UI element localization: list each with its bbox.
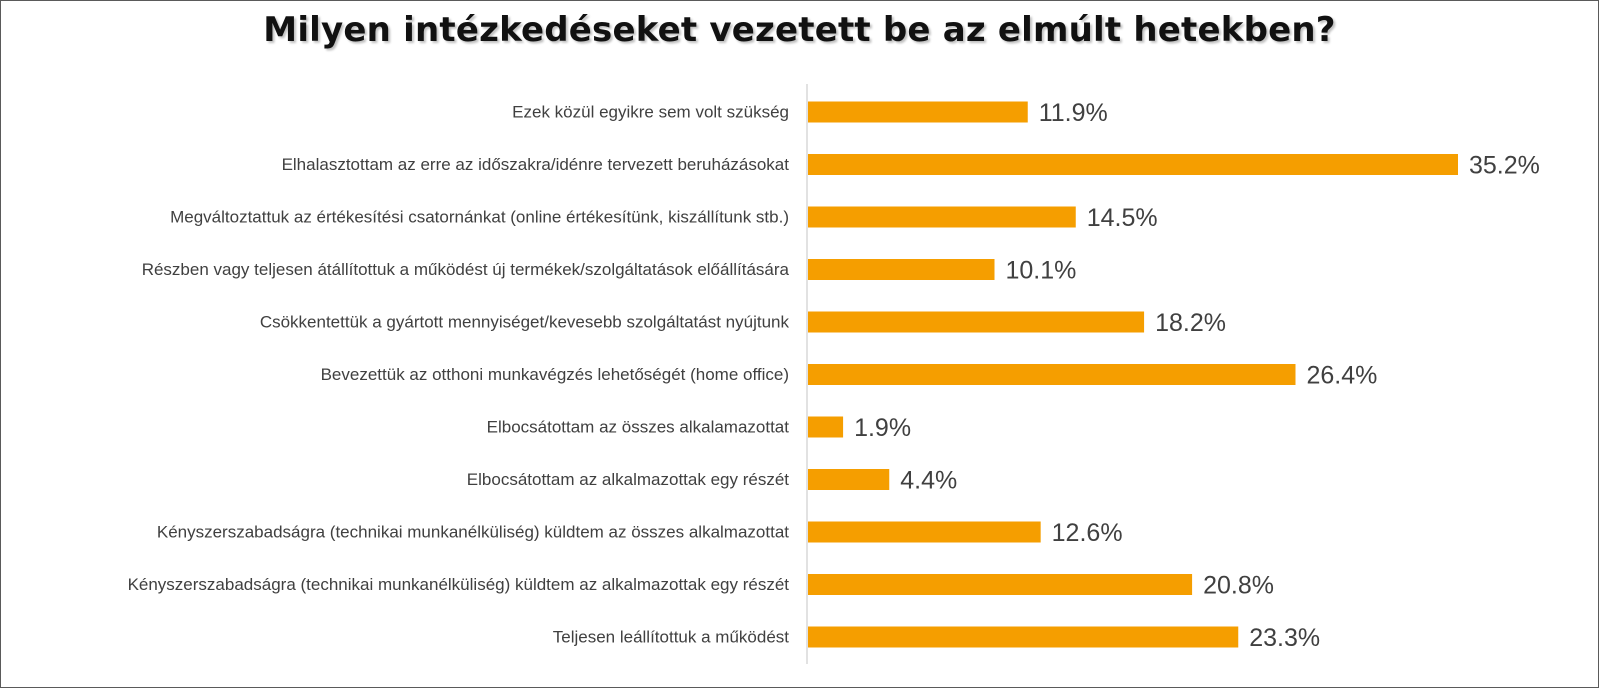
bar-row: Ezek közül egyikre sem volt szükség 11.9% bbox=[512, 99, 1108, 127]
data-label: 23.3% bbox=[1249, 624, 1320, 652]
bar-row: Kényszerszabadságra (technikai munkanélk… bbox=[128, 572, 1274, 600]
bars-group: Ezek közül egyikre sem volt szükség 11.9%… bbox=[128, 99, 1540, 652]
bar bbox=[808, 469, 890, 490]
data-label: 26.4% bbox=[1307, 362, 1378, 390]
data-label: 1.9% bbox=[854, 414, 911, 442]
bar-row: Kényszerszabadságra (technikai munkanélk… bbox=[157, 519, 1123, 547]
data-label: 11.9% bbox=[1039, 99, 1108, 127]
bar-row: Teljesen leállítottuk a működést 23.3% bbox=[553, 624, 1320, 652]
category-label: Elhalasztottam az erre az időszakra/idén… bbox=[282, 155, 790, 174]
bar-row: Elbocsátottam az alkalmazottak egy részé… bbox=[467, 467, 957, 495]
data-label: 12.6% bbox=[1052, 519, 1123, 547]
bar bbox=[808, 154, 1458, 175]
data-label: 35.2% bbox=[1469, 152, 1540, 180]
category-label: Kényszerszabadságra (technikai munkanélk… bbox=[128, 575, 790, 594]
bar-row: Részben vagy teljesen átállítottuk a műk… bbox=[142, 257, 1077, 285]
data-label: 18.2% bbox=[1155, 309, 1226, 337]
bar-row: Elhalasztottam az erre az időszakra/idén… bbox=[282, 152, 1540, 180]
bar bbox=[808, 521, 1041, 543]
data-label: 4.4% bbox=[900, 467, 957, 495]
bar-row: Megváltoztattuk az értékesítési csatorná… bbox=[170, 204, 1158, 232]
category-label: Csökkentettük a gyártott mennyiséget/kev… bbox=[260, 313, 790, 332]
bar bbox=[808, 364, 1296, 385]
bar bbox=[808, 101, 1028, 123]
data-label: 20.8% bbox=[1203, 572, 1274, 600]
category-label: Elbocsátottam az alkalmazottak egy részé… bbox=[467, 470, 789, 489]
bar bbox=[808, 206, 1076, 228]
data-label: 10.1% bbox=[1006, 257, 1077, 285]
category-label: Kényszerszabadságra (technikai munkanélk… bbox=[157, 523, 789, 542]
bar bbox=[808, 416, 844, 438]
bar bbox=[808, 626, 1239, 648]
bar bbox=[808, 574, 1193, 595]
category-label: Megváltoztattuk az értékesítési csatorná… bbox=[170, 208, 789, 227]
bar-row: Csökkentettük a gyártott mennyiséget/kev… bbox=[260, 309, 1226, 337]
bar-row: Elbocsátottam az összes alkalamazottat 1.… bbox=[487, 414, 911, 442]
category-label: Ezek közül egyikre sem volt szükség bbox=[512, 103, 789, 122]
bar bbox=[808, 259, 995, 280]
bar-row: Bevezettük az otthoni munkavégzés lehető… bbox=[321, 362, 1378, 390]
category-label: Bevezettük az otthoni munkavégzés lehető… bbox=[321, 365, 789, 384]
category-label: Teljesen leállítottuk a működést bbox=[553, 628, 790, 647]
bar bbox=[808, 311, 1145, 333]
category-label: Elbocsátottam az összes alkalamazottat bbox=[487, 418, 790, 437]
category-label: Részben vagy teljesen átállítottuk a műk… bbox=[142, 260, 790, 279]
chart-title: Milyen intézkedéseket vezetett be az elm… bbox=[263, 10, 1336, 50]
data-label: 14.5% bbox=[1087, 204, 1158, 232]
